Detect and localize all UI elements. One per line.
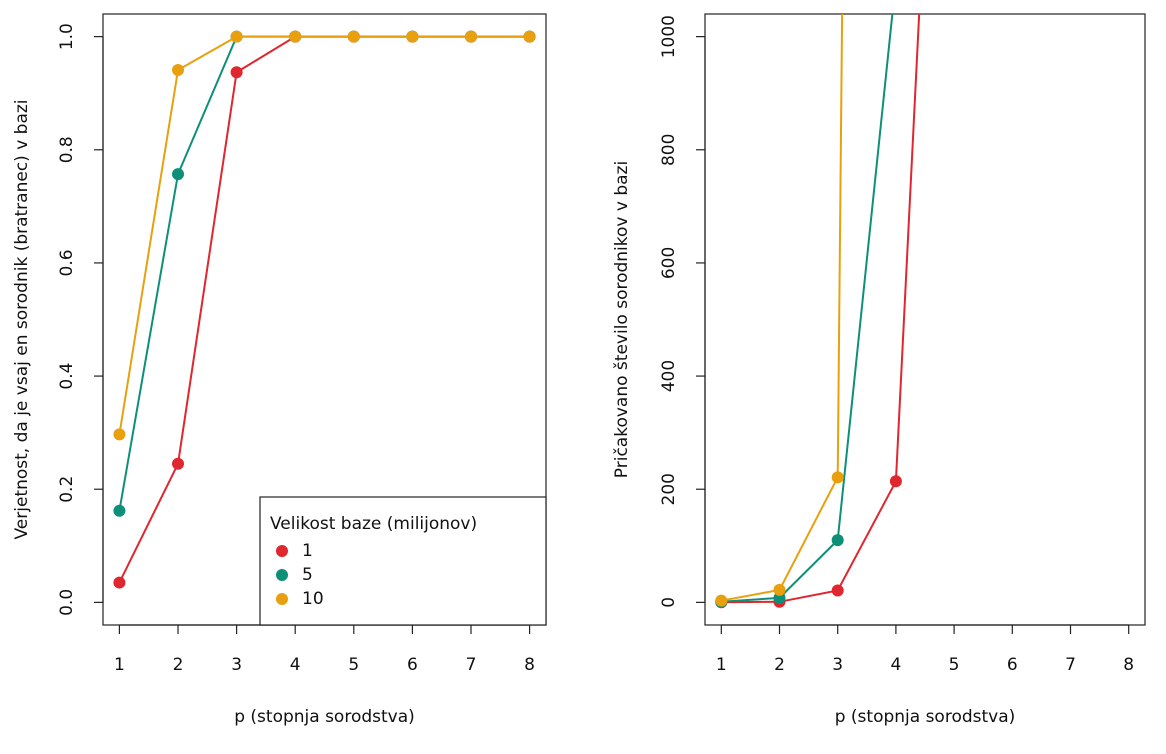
x-tick-label: 1 bbox=[114, 655, 125, 675]
data-point bbox=[831, 471, 844, 484]
legend-marker bbox=[276, 569, 288, 581]
data-point bbox=[347, 30, 360, 43]
data-point bbox=[172, 457, 185, 470]
data-point bbox=[773, 583, 786, 596]
data-point bbox=[715, 594, 728, 607]
panel: 1 2 3 4 5 6 7 8 0.0 0.2 0.4 0.6 0.8 1.0 p (stopnja sor… bbox=[12, 13, 547, 727]
y-tick-label: 0.0 bbox=[57, 589, 77, 616]
y-tick-label: 0.6 bbox=[57, 249, 77, 276]
x-axis-label: p (stopnja sorodstva) bbox=[234, 707, 415, 727]
series-line bbox=[118, 35, 530, 435]
legend-box bbox=[259, 496, 547, 626]
data-point bbox=[289, 30, 302, 43]
legend-label: 1 bbox=[302, 541, 313, 561]
x-tick-label: 8 bbox=[524, 655, 535, 675]
series-line bbox=[721, 14, 921, 604]
y-axis-label: Verjetnost, da je vsaj en sorodnik (brat… bbox=[12, 99, 32, 539]
plot-frame bbox=[704, 13, 1146, 626]
x-tick-label: 7 bbox=[466, 655, 477, 675]
y-tick-label: 600 bbox=[659, 247, 679, 279]
legend-marker bbox=[276, 545, 288, 557]
x-tick-label: 3 bbox=[231, 655, 242, 675]
data-point bbox=[889, 475, 902, 488]
panel: 1 2 3 4 5 6 7 8 0 200 400 600 800 1000 p (stopnja soro… bbox=[612, 13, 1146, 727]
legend-marker bbox=[276, 593, 288, 605]
x-tick-label: 8 bbox=[1123, 655, 1134, 675]
x-tick-label: 4 bbox=[890, 655, 901, 675]
x-tick-label: 2 bbox=[774, 655, 785, 675]
data-point bbox=[113, 504, 126, 517]
y-tick-label: 0.8 bbox=[57, 136, 77, 163]
x-tick-label: 5 bbox=[348, 655, 359, 675]
legend: Velikost baze (milijonov) 1 5 10 bbox=[259, 496, 547, 626]
x-tick-label: 1 bbox=[716, 655, 727, 675]
x-axis-label: p (stopnja sorodstva) bbox=[835, 707, 1016, 727]
y-tick-label: 0.4 bbox=[57, 363, 77, 390]
x-tick-label: 6 bbox=[1007, 655, 1018, 675]
x-tick-label: 7 bbox=[1065, 655, 1076, 675]
legend-title: Velikost baze (milijonov) bbox=[270, 514, 477, 534]
data-point bbox=[464, 30, 477, 43]
plot-area bbox=[715, 14, 921, 609]
y-tick-label: 200 bbox=[659, 473, 679, 505]
data-point bbox=[406, 30, 419, 43]
data-point bbox=[831, 534, 844, 547]
plot-area bbox=[113, 30, 536, 589]
y-tick-label: 1.0 bbox=[57, 23, 77, 50]
x-tick-label: 2 bbox=[173, 655, 184, 675]
y-tick-label: 1000 bbox=[659, 15, 679, 58]
x-tick-label: 3 bbox=[832, 655, 843, 675]
data-point bbox=[831, 584, 844, 597]
data-point bbox=[230, 66, 243, 79]
series-line bbox=[721, 14, 894, 603]
y-tick-label: 400 bbox=[659, 360, 679, 392]
data-point bbox=[523, 30, 536, 43]
data-point bbox=[172, 64, 185, 77]
data-point bbox=[230, 30, 243, 43]
x-tick-label: 6 bbox=[407, 655, 418, 675]
y-axis-label: Pričakovano število sorodnikov v bazi bbox=[612, 161, 632, 478]
x-tick-label: 4 bbox=[290, 655, 301, 675]
y-tick-label: 0 bbox=[659, 597, 679, 608]
data-point bbox=[113, 428, 126, 441]
y-tick-label: 0.2 bbox=[57, 476, 77, 503]
series-line bbox=[721, 14, 844, 602]
y-tick-label: 800 bbox=[659, 134, 679, 166]
legend-label: 10 bbox=[302, 589, 324, 609]
x-tick-label: 5 bbox=[949, 655, 960, 675]
legend-label: 5 bbox=[302, 565, 313, 585]
data-point bbox=[172, 168, 185, 181]
data-point bbox=[113, 576, 126, 589]
